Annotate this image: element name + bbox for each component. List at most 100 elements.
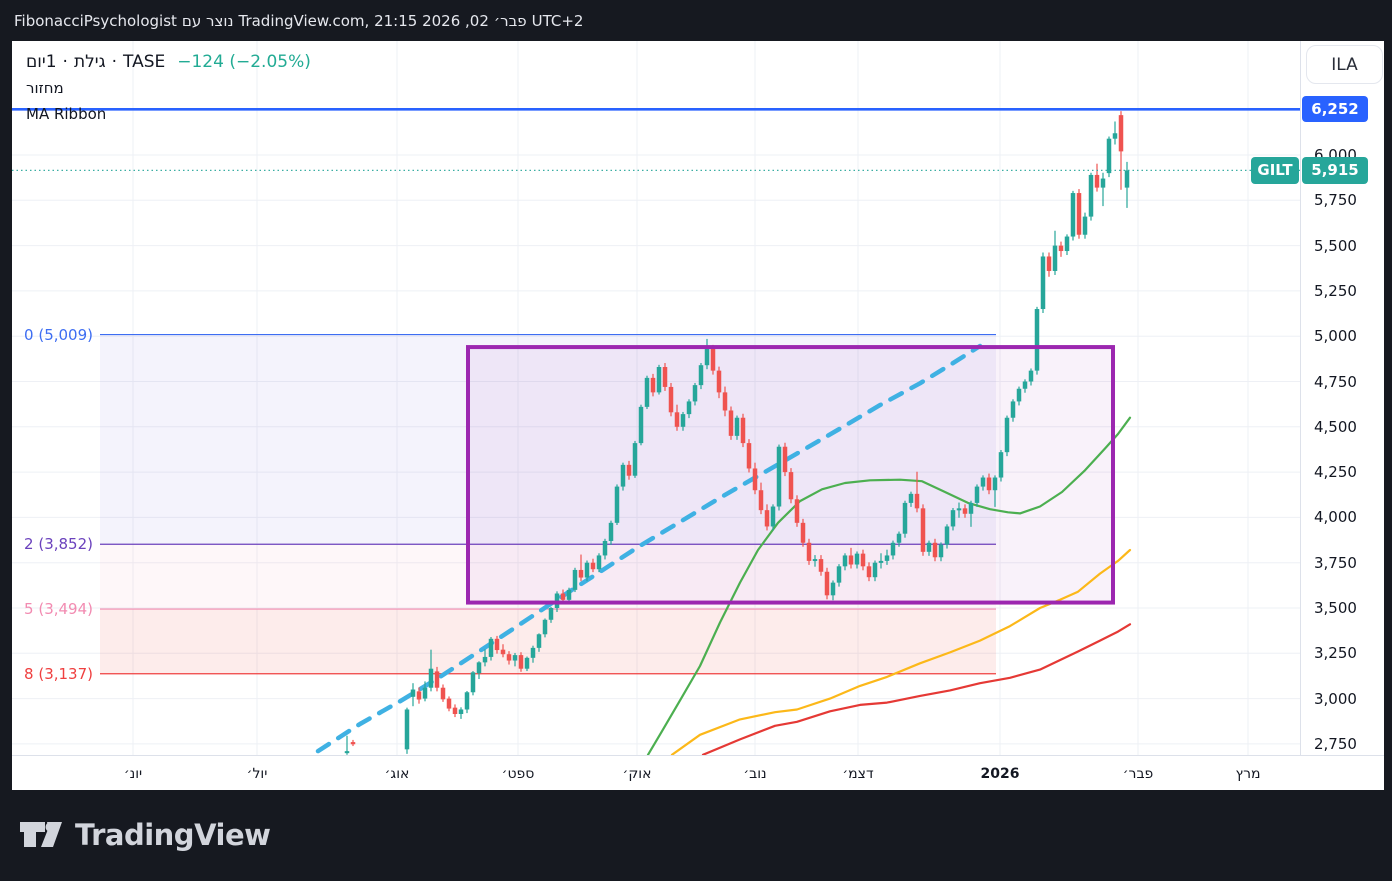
ma-dashed[interactable] [315,343,983,754]
symbol-legend-row[interactable]: 1יום · גילת · TASE −124 (−2.05%) [26,49,311,75]
candle-body [620,464,626,487]
candle-body [650,377,656,393]
candle-body [980,477,986,487]
candle-body [698,365,704,386]
candle-body [470,672,476,693]
price-tick-label: 4,750 [1314,372,1357,391]
candle-body [788,472,794,500]
candle-body [1094,174,1100,188]
last-price-value: 5,915 [1311,161,1359,180]
candle-body [902,502,908,534]
chart-pane[interactable] [12,41,1300,755]
last-price-badge: 5,915 [1302,156,1368,184]
candle-body [1106,138,1112,174]
candle-body [740,417,746,444]
candle-body [1052,245,1058,271]
candle-body [866,566,872,578]
candle-body [1118,115,1124,152]
candle-body [626,464,632,476]
candle-body [1040,256,1046,310]
indicator-ma-ribbon-row[interactable]: MA Ribbon [26,101,311,127]
symbol-logo-badge[interactable]: ILA [1306,45,1383,84]
ma-green[interactable] [646,416,1132,755]
candle-body [1088,174,1094,217]
text-segment: פבר׳ [493,11,527,30]
candle-body [776,446,782,507]
candle-body [638,406,644,444]
candle-body [518,655,524,669]
rectangle-drawing[interactable] [466,345,1115,605]
candle-body [500,649,506,655]
tradingview-logo-icon [20,822,62,847]
candle-body [800,522,806,543]
candle-body [1124,170,1130,188]
candle-body [1034,309,1040,371]
candle-body [908,493,914,503]
candle-body [704,348,710,366]
symbol-logo-text: ILA [1331,54,1358,75]
text-segment: TradingView.com, 21:15 2026 ,02 [238,11,489,30]
candle-body [836,566,842,583]
candle-body [464,692,470,710]
candle-body [710,348,716,371]
candle-body [1004,417,1010,453]
month-label: 2026 [980,765,1020,782]
price-tick-label: 3,500 [1314,599,1357,617]
price-tick-label: 2,750 [1314,734,1357,753]
candle-body [1070,193,1076,237]
candle-body [458,709,464,715]
indicator-ma-ribbon-label: MA Ribbon [26,105,107,123]
candle-body [986,477,992,491]
candle-body [572,569,578,590]
candle-body [434,671,440,688]
indicator-volume-label: מחזור [26,79,64,97]
candle-body [848,555,854,565]
candle-body [932,542,938,558]
candle-body [770,506,776,527]
candle-body [614,486,620,523]
candle-body [446,698,452,709]
candle-body [1046,256,1052,271]
candle-body [968,502,974,514]
price-axis[interactable]: ILA 6,252 5,915 6,000 5,750 5,500 5,250 5,00… [1300,41,1384,755]
chart-canvas[interactable] [12,41,1300,755]
price-tick-label: 5,000 [1314,327,1357,346]
candle-body [482,656,488,663]
month-label: פבר׳ [1122,765,1154,782]
candle-body [746,443,752,469]
candle-body [830,582,836,596]
snapshot-attribution-bar: FibonacciPsychologist נוצר עם TradingView.… [0,0,1392,41]
candle-body [692,385,698,402]
text-segment: TASE [123,52,166,72]
candle-body [674,412,680,427]
candle-body [818,559,824,572]
ma-yellow[interactable] [670,548,1132,755]
candle-body [950,510,956,527]
ma-red[interactable] [701,623,1132,755]
text-segment: UTC+2 [531,11,584,30]
candle-body [884,555,890,561]
candle-body [524,657,530,669]
month-label: אוג׳ [384,765,410,782]
fib-level-label: 0 (5,009) [24,325,93,344]
candle-body [860,553,866,567]
candle-body [920,508,926,552]
tradingview-logo[interactable]: TradingView [20,818,271,852]
time-axis[interactable]: יונ׳ יול׳ אוג׳ ספט׳ אוק׳ נוב׳ דצמ׳ 2026 פבר׳ מרץ [12,755,1384,790]
candle-body [584,562,590,578]
month-label: נוב׳ [743,765,767,782]
candle-body [680,414,686,427]
candle-body [914,493,920,509]
candle-body [536,634,542,648]
fib-level-label: 5 (3,494) [24,600,93,619]
candle-body [608,522,614,541]
indicator-volume-row[interactable]: מחזור [26,75,311,101]
candle-body [1112,133,1118,139]
month-label: מרץ [1235,765,1261,782]
candle-body [476,662,482,674]
candle-body [854,553,860,565]
fib-zone [100,334,996,545]
candle-body [668,386,674,413]
candle-body [758,490,764,511]
